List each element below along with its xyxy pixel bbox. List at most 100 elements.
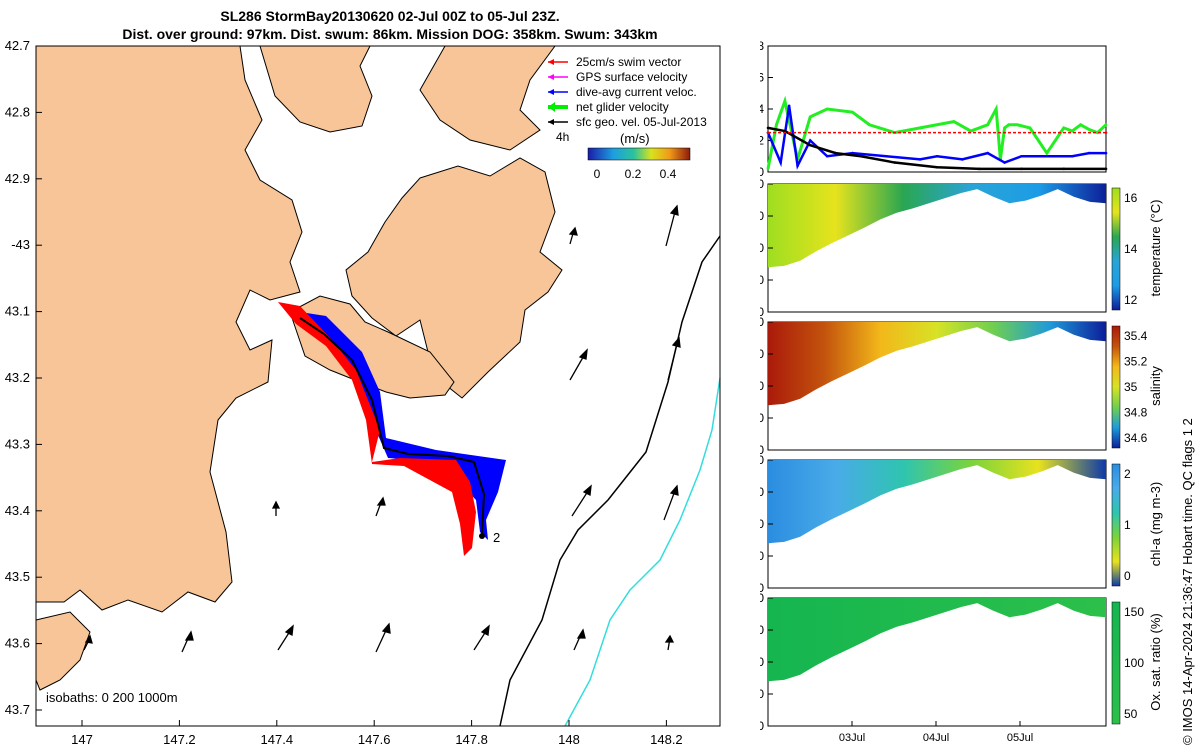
colorbar-tick-label: 16 [1124, 191, 1138, 205]
colorbar-tick: 0.2 [625, 167, 642, 181]
velocity-point [977, 167, 981, 171]
velocity-point [1020, 154, 1023, 158]
depth-tick-label: 0 [760, 453, 764, 467]
map-ticks: 42.7 42.8 42.9 -43 43.1 43.2 43.3 43.4 43.5 43.6 4… [5, 38, 683, 747]
velocity-point [1003, 161, 1006, 164]
colorbar-label: Ox. sat. ratio (%) [1148, 613, 1163, 711]
velocity-point [783, 99, 787, 103]
velocity-point [885, 154, 888, 158]
velocity-point [787, 104, 791, 108]
velocity-point [1070, 154, 1074, 158]
velocity-point [935, 154, 939, 158]
velocity-y-tick-label: 0.2 [760, 134, 764, 148]
velocity-point [935, 165, 939, 169]
velocity-point [796, 164, 799, 167]
glider-path [299, 317, 486, 535]
geo-arrow [665, 204, 679, 247]
velocity-point [1028, 126, 1032, 130]
colorbar-label: salinity [1148, 366, 1163, 406]
geo-arrow [573, 628, 586, 651]
legend-item: GPS surface velocity [548, 70, 687, 84]
lon-tick-label: 147.4 [261, 732, 294, 747]
depth-tick-label: 0 [760, 591, 764, 605]
time-tick-label: 03Jul [839, 732, 865, 744]
colorbar-tick-label: 35.2 [1124, 355, 1148, 369]
lon-tick-label: 147 [71, 732, 93, 747]
velocity-point [779, 161, 782, 164]
velocity-point [766, 131, 770, 134]
colorbar-label: chl-a (mg m-3) [1148, 482, 1163, 567]
velocity-point [986, 123, 989, 127]
colorbar-tick-label: 150 [1124, 605, 1144, 619]
velocity-point [1104, 151, 1108, 155]
colorbar-tick: 0 [594, 167, 601, 181]
isobath-lines [499, 235, 721, 727]
velocity-axes [767, 45, 1107, 173]
geostrophic-vectors [83, 204, 681, 653]
geo-arrow [375, 622, 391, 653]
depth-tick-label: 50 [760, 347, 764, 361]
section-field [768, 322, 1106, 406]
lat-tick-label: -43 [11, 237, 30, 252]
velocity-point [1062, 167, 1066, 171]
speed-colorbar [587, 147, 691, 161]
depth-tick-label: 50 [760, 209, 764, 223]
velocity-point [1104, 167, 1108, 171]
velocity-point [1007, 123, 1011, 127]
geo-arrow [375, 496, 386, 517]
land-northeast-coast [419, 45, 556, 151]
lat-tick-label: 43.7 [5, 702, 30, 717]
section-colorbar [1111, 325, 1121, 449]
depth-tick-label: 100 [760, 379, 764, 393]
legend-label: 25cm/s swim vector [576, 55, 681, 69]
lat-tick-label: 43.3 [5, 436, 30, 451]
velocity-point [994, 107, 998, 111]
map-frame [35, 45, 721, 727]
velocity-point [851, 110, 854, 114]
section-colorbar [1111, 601, 1121, 725]
geo-arrow [568, 226, 578, 245]
isobath-1000 [564, 377, 721, 727]
legend-item: net glider velocity [548, 100, 669, 114]
lon-tick-label: 147.2 [163, 732, 196, 747]
depth-tick-label: 200 [760, 581, 764, 595]
section-panel: 050100150200Depth (m)35.435.23534.834.6s… [760, 315, 1163, 457]
geo-arrow [181, 630, 194, 653]
glider-map: 2 25cm/s swim vector GPS surface velocit… [5, 38, 721, 747]
velocity-point [952, 120, 956, 123]
land-tasman-north [259, 45, 373, 133]
velocity-point [1087, 151, 1091, 155]
geo-arrow [271, 500, 281, 516]
geo-arrow [664, 634, 675, 651]
lat-tick-label: 43.5 [5, 569, 30, 584]
section-field [768, 460, 1106, 544]
section-colorbar [1111, 463, 1121, 587]
colorbar-tick-label: 1 [1124, 518, 1131, 532]
legend-label: GPS surface velocity [576, 70, 687, 84]
velocity-point [808, 139, 812, 142]
velocity-y-tick-label: 0 [760, 165, 764, 179]
geo-arrow [83, 634, 93, 651]
geo-arrow [277, 624, 294, 651]
colorbar-label: temperature (°C) [1148, 200, 1163, 297]
velocity-point [935, 123, 939, 127]
velocity-point [1062, 126, 1066, 130]
velocity-point [969, 129, 973, 133]
depth-tick-label: 50 [760, 485, 764, 499]
time-tick-label: 05Jul [1007, 732, 1033, 744]
legend-label: net glider velocity [576, 100, 669, 114]
velocity-point [825, 107, 829, 111]
depth-tick-label: 0 [760, 177, 764, 191]
colorbar-tick-label: 34.6 [1124, 431, 1148, 445]
time-tick-label: 04Jul [923, 732, 949, 744]
depth-tick-label: 50 [760, 623, 764, 637]
isobaths-label: isobaths: 0 200 1000m [46, 690, 178, 705]
depth-tick-label: 100 [760, 655, 764, 669]
velocity-y-tick-label: 0.6 [760, 71, 764, 85]
lon-tick-label: 148.2 [650, 732, 683, 747]
velocity-point [808, 143, 812, 147]
colorbar-tick-label: 50 [1124, 707, 1138, 721]
legend-item: 25cm/s swim vector [548, 55, 681, 69]
